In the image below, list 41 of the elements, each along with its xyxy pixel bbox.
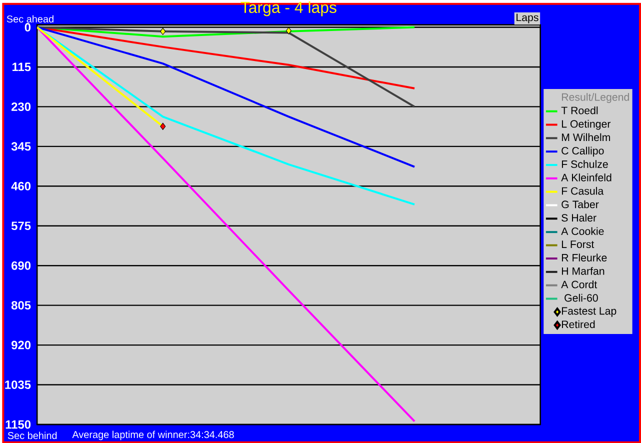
legend-label: C Callipo [562,146,604,156]
legend-label: A Cookie [561,226,604,235]
x-axis-title: Laps [516,14,538,24]
legend-label: M Wilhelm [562,133,610,141]
legend-label: Retired [562,320,595,328]
legend-label: G Taber [562,200,599,208]
line-series [37,26,416,168]
text: Average laptime of winner:34:34.468 [72,430,234,440]
y-tick-label: 0 [24,22,31,32]
legend-title: Result/Legend [562,92,629,103]
legend-label: H Marfan [562,266,604,275]
point [160,122,166,130]
text: Sec behind [8,432,57,439]
legend-label: F Casula [562,186,604,195]
legend-label: S Haler [562,214,596,222]
line-series [37,26,416,422]
line-series [37,26,416,108]
y-tick-label: 1150 [6,420,31,429]
y-tick-label: 805 [11,300,31,310]
legend-label: F Schulze [562,160,608,168]
legend-label: Fastest Lap [562,307,616,317]
y-tick-label: 690 [12,261,31,270]
y-tick-label: 230 [12,102,31,111]
legend-label: A Cordt [561,280,598,288]
legend-label: L Forst [562,240,594,248]
line-series [37,26,416,206]
legend-label: R Fleurke [562,253,607,262]
legend-label: T Roedl [561,106,598,114]
legend-label: A Kleinfeld [561,173,612,182]
y-tick-label: 115 [12,62,31,71]
text: Sec ahead [6,15,54,22]
y-tick-label: 920 [12,340,31,350]
y-tick-label: 1035 [5,380,31,389]
y-tick-label: 345 [11,142,31,150]
y-tick-label: 575 [11,221,31,230]
point [160,28,166,35]
legend-label: Geli-60 [564,294,598,302]
chart-title: Targa - 4 laps [240,1,336,16]
point [286,26,292,34]
y-tick-label: 460 [11,182,31,190]
legend-label: L Oetinger [562,120,611,130]
